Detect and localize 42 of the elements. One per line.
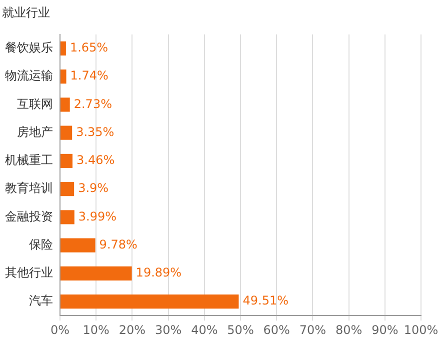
x-tick-label: 70% [299,322,326,337]
data-label: 3.99% [78,209,117,224]
data-label: 3.35% [76,124,114,139]
x-tick-label: 0% [50,322,70,337]
x-tick-label: 40% [191,322,218,337]
y-tick-label: 金融投资 [5,209,53,224]
x-tick-label: 50% [227,322,254,337]
data-label: 49.51% [242,294,288,308]
x-tick-label: 80% [335,322,362,337]
bar [60,294,239,309]
y-tick-label: 教育培训 [5,181,53,196]
y-tick-label: 机械重工 [5,153,53,168]
y-tick-label: 互联网 [17,96,53,111]
y-tick-label: 其他行业 [5,266,53,280]
data-label: 9.78% [99,237,138,252]
y-tick-label: 保险 [29,237,53,252]
bar [60,154,72,168]
bar [60,238,96,252]
bar [60,126,72,140]
data-label: 1.65% [70,40,108,55]
y-tick-label: 餐饮娱乐 [5,40,53,55]
y-tick-label: 汽车 [29,294,53,308]
bar [60,210,74,224]
bar [60,182,74,196]
data-label: 2.73% [74,96,112,111]
bar [60,41,66,56]
data-label: 3.9% [78,181,109,196]
x-tick-label: 100% [404,322,438,337]
x-tick-label: 20% [118,322,146,337]
chart-title: 就业行业 [2,5,50,20]
bar [60,266,132,280]
data-label: 19.89% [136,266,182,280]
bar [60,70,66,84]
data-label: 1.74% [70,68,108,83]
y-tick-label: 物流运输 [5,68,53,83]
x-tick-label: 30% [154,322,182,337]
x-tick-label: 60% [263,322,290,337]
data-label: 3.46% [76,153,115,168]
bar [60,98,70,112]
x-tick-label: 10% [82,322,110,337]
x-tick-label: 90% [372,322,398,337]
y-tick-label: 房地产 [17,124,53,139]
